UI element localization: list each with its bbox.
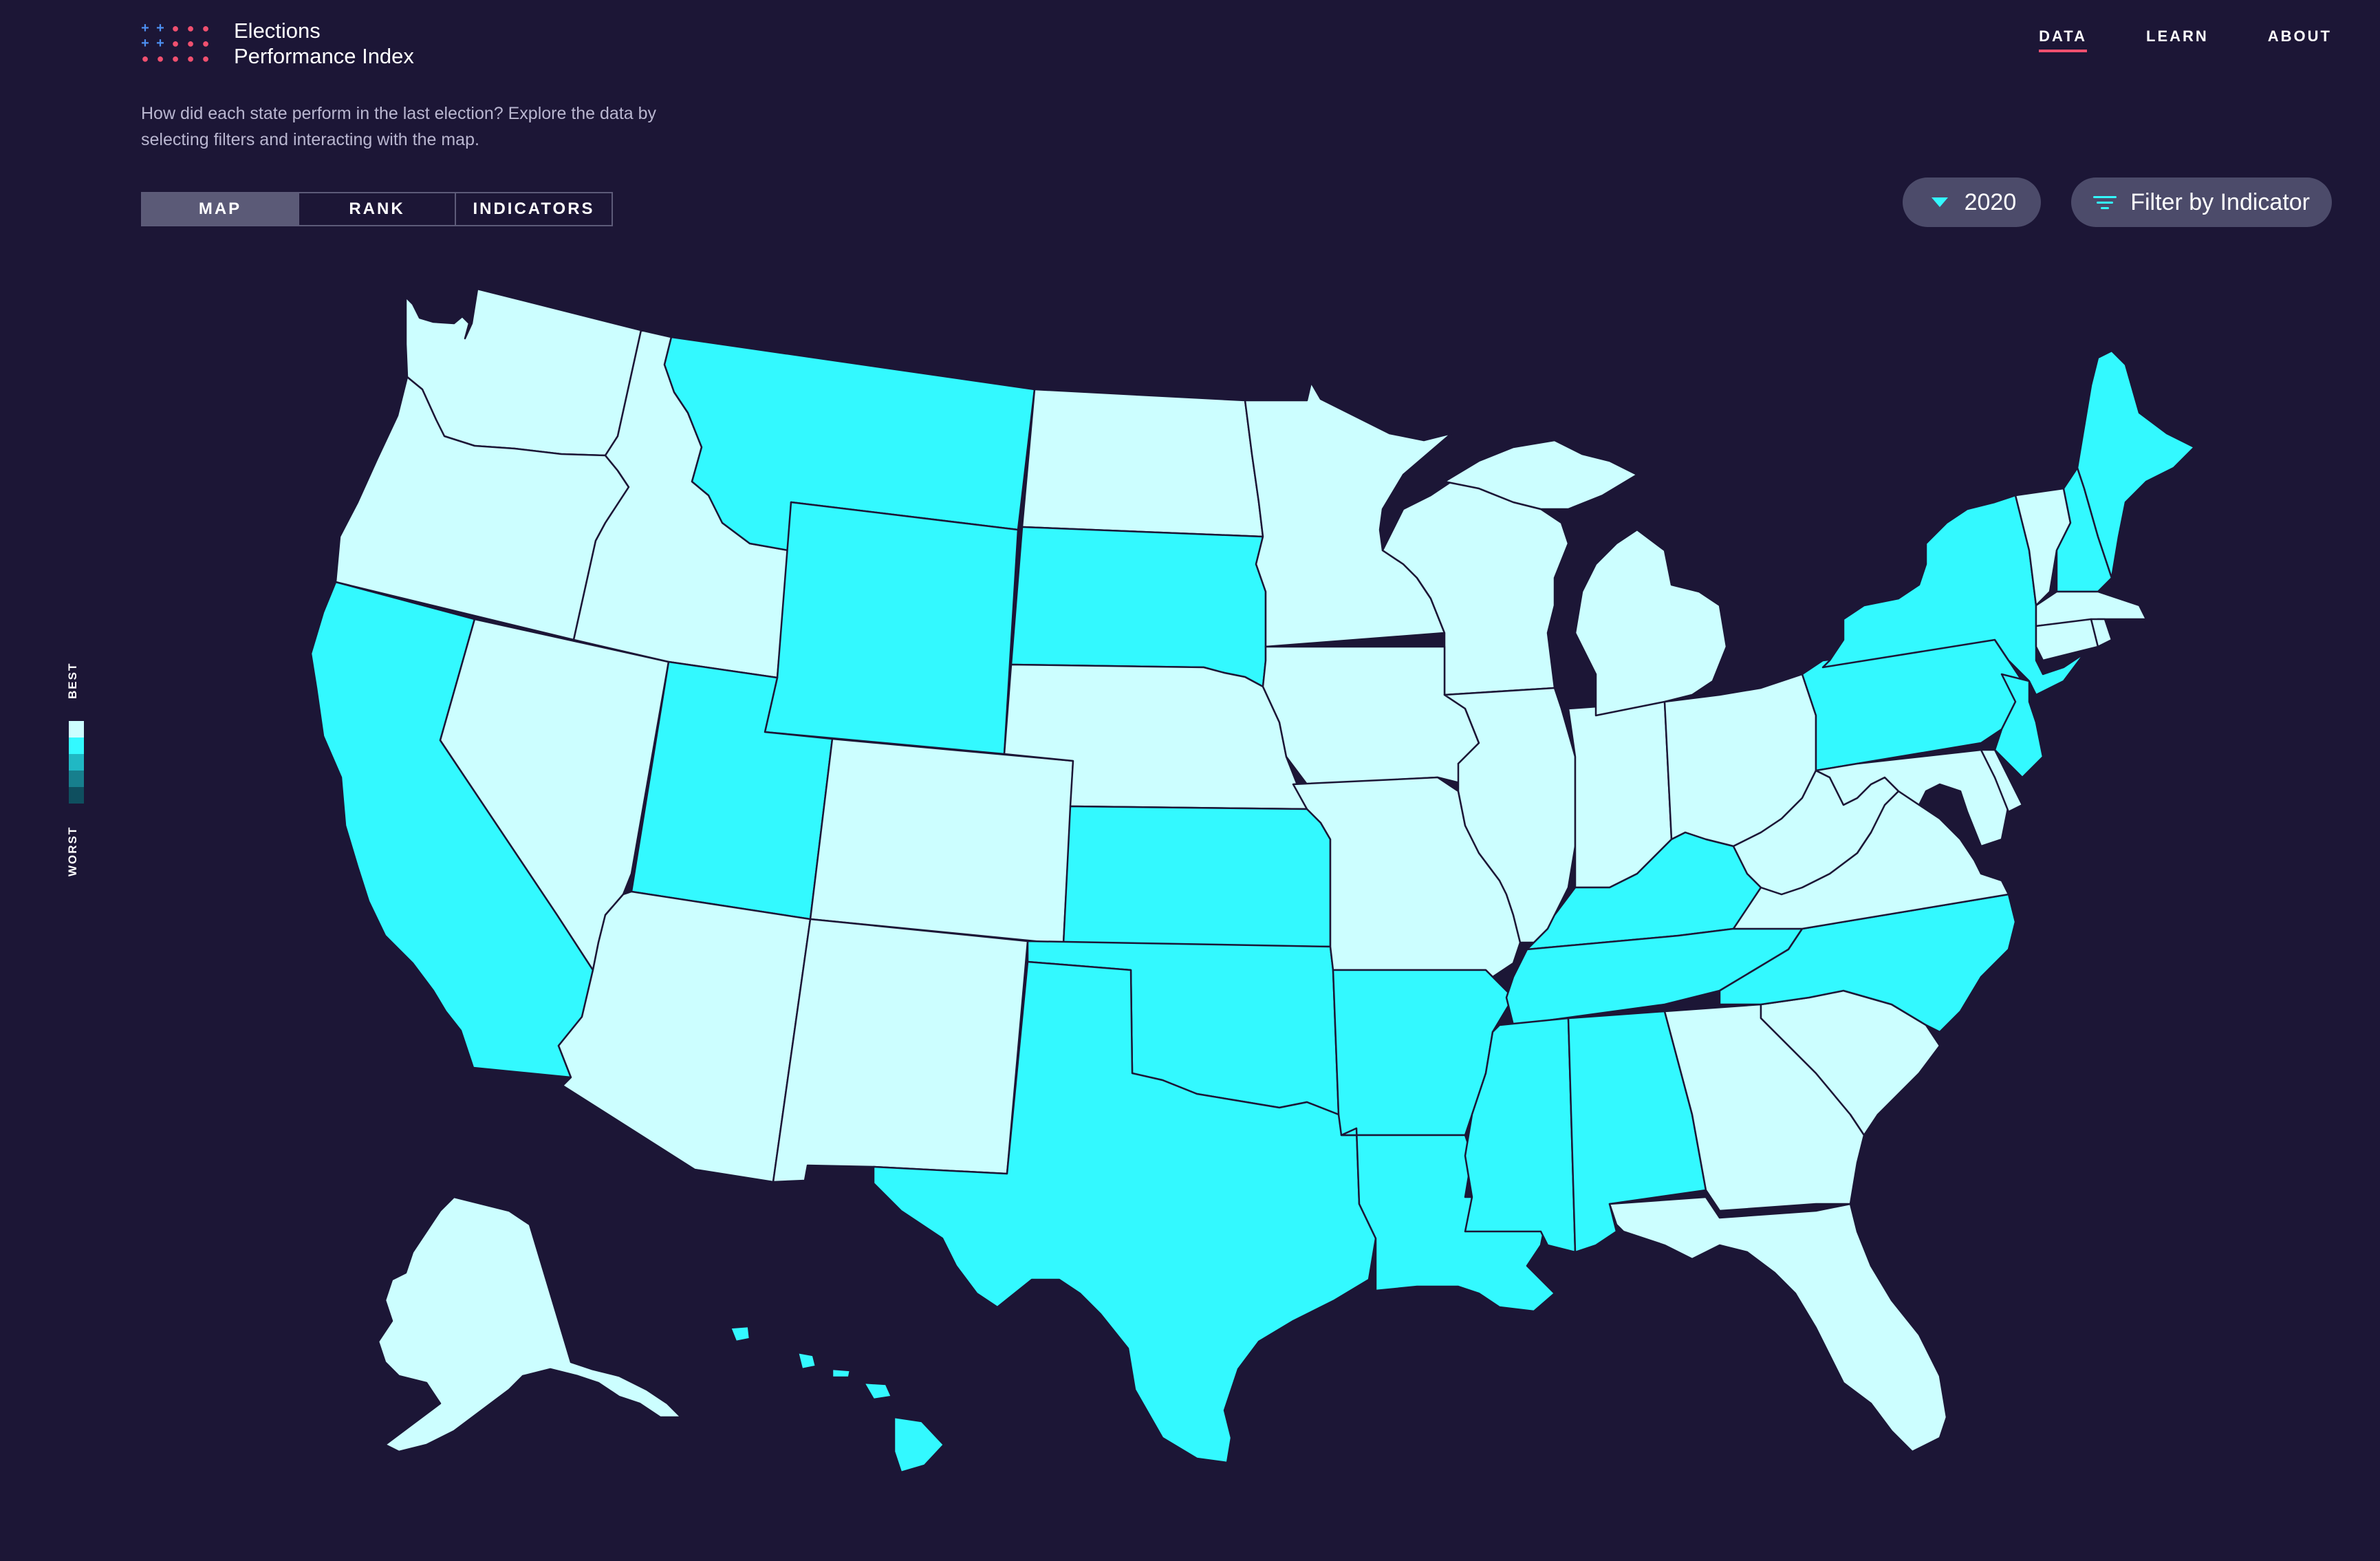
brand-line-1: Elections: [234, 19, 321, 43]
state-colorado[interactable]: [809, 738, 1074, 945]
view-tabs: MAP RANK INDICATORS: [141, 192, 613, 226]
tab-map[interactable]: MAP: [142, 193, 299, 225]
nav-about[interactable]: ABOUT: [2267, 28, 2332, 45]
state-rhode-island[interactable]: [2090, 618, 2113, 648]
state-new-mexico[interactable]: [772, 918, 1029, 1183]
state-texas[interactable]: [872, 960, 1377, 1464]
year-value: 2020: [1964, 189, 2017, 215]
state-kansas[interactable]: [1062, 805, 1332, 948]
caret-down-icon: [1931, 197, 1948, 207]
state-louisiana[interactable]: [1340, 1127, 1556, 1313]
filter-by-indicator-button[interactable]: Filter by Indicator: [2071, 177, 2332, 227]
brand-line-2: Performance Index: [234, 44, 414, 68]
legend-swatch: [69, 721, 84, 738]
legend-swatch: [69, 787, 84, 804]
nav-learn[interactable]: LEARN: [2146, 28, 2209, 45]
state-north-dakota[interactable]: [1021, 388, 1264, 538]
tab-rank[interactable]: RANK: [299, 193, 456, 225]
year-dropdown[interactable]: 2020: [1902, 177, 2042, 227]
state-wyoming[interactable]: [764, 501, 1019, 755]
map-controls: 2020 Filter by Indicator: [1902, 177, 2332, 227]
tab-indicators[interactable]: INDICATORS: [473, 200, 595, 218]
state-new-jersey[interactable]: [1993, 673, 2044, 779]
state-north-carolina[interactable]: [1718, 893, 2017, 1033]
state-connecticut[interactable]: [2035, 618, 2099, 662]
state-maine[interactable]: [2076, 349, 2196, 579]
legend-swatch: [69, 771, 84, 787]
state-michigan[interactable]: [1443, 439, 1728, 717]
logo-mark-icon: + + ● ● ● + + ● ● ● ● ● ● ● ●: [141, 21, 210, 65]
nav-data[interactable]: DATA: [2039, 28, 2087, 52]
intro-text: How did each state perform in the last e…: [141, 104, 657, 149]
main-nav: DATA LEARN ABOUT: [2039, 28, 2332, 52]
legend-swatch: [69, 738, 84, 754]
state-alaska[interactable]: [377, 1196, 682, 1453]
state-florida[interactable]: [1608, 1196, 1948, 1453]
state-hawaii[interactable]: [729, 1325, 945, 1474]
brand-logo[interactable]: + + ● ● ● + + ● ● ● ● ● ● ● ● Elections Performance …: [138, 18, 414, 69]
state-south-dakota[interactable]: [1010, 526, 1267, 688]
legend-swatches: [69, 721, 84, 804]
filter-label: Filter by Indicator: [2130, 189, 2310, 215]
brand-name: Elections Performance Index: [234, 18, 414, 69]
filter-icon: [2093, 195, 2117, 209]
legend-swatch: [69, 754, 84, 771]
